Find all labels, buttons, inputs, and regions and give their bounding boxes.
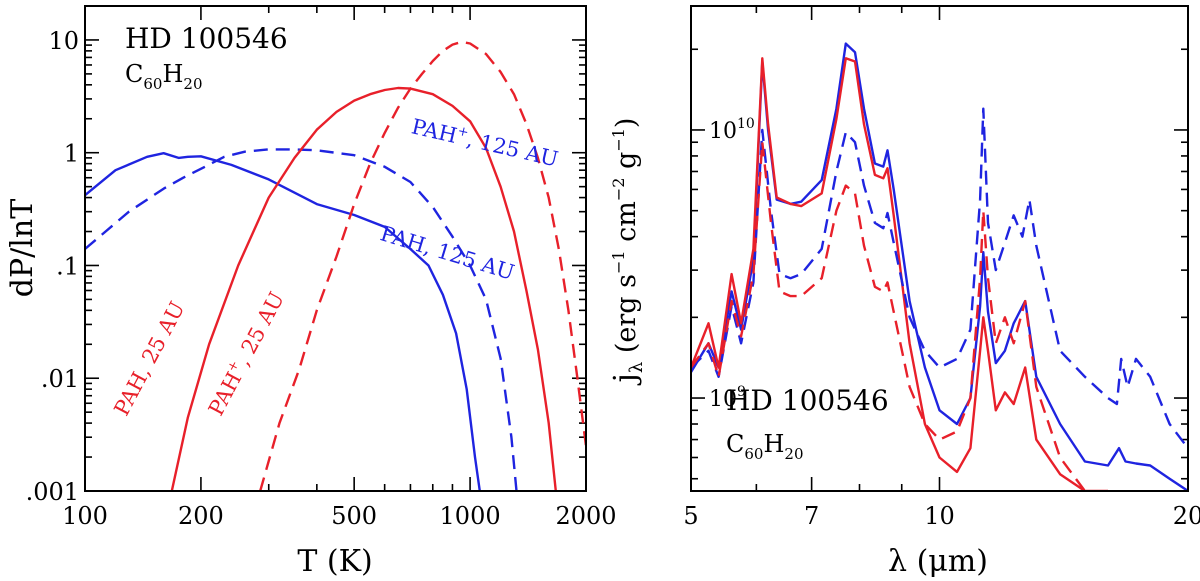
left-x-tick-label: 2000 <box>555 502 616 530</box>
right-x-tick-label: 5 <box>683 502 698 530</box>
left-y-tick-label: 1 <box>64 140 79 168</box>
left-x-tick-label: 1000 <box>440 502 501 530</box>
right-x-tick-label: 7 <box>804 502 819 530</box>
right-series-red_dashed <box>691 141 1086 491</box>
left-y-tick-label: .01 <box>41 365 79 393</box>
left-curves <box>85 40 586 491</box>
left-subtitle: C60H20 <box>125 60 203 93</box>
right-subtitle: C60H20 <box>726 430 804 463</box>
left-series-pahp125 <box>85 148 518 491</box>
left-x-axis-label: T (K) <box>297 544 372 579</box>
right-plot-frame <box>690 5 1189 492</box>
right-series-blue_solid <box>691 42 1188 491</box>
left-label-pahp125: PAH+, 125 AU <box>409 113 560 171</box>
left-y-tick-label: .1 <box>56 252 79 280</box>
left-series-pah25 <box>170 86 557 491</box>
left-x-tick-label: 100 <box>62 502 108 530</box>
right-y-tick-label: 1010 <box>709 116 755 144</box>
right-panel: 5 7 10 20 1010 109 HD 100546 C60H20 λ (μm) jλ… <box>608 5 1200 579</box>
left-label-pah25: PAH, 25 AU <box>110 298 190 420</box>
right-y-tick-label: 109 <box>709 384 746 412</box>
left-y-axis-label: dP/lnT <box>5 199 40 297</box>
left-axis-ticks: 100 200 500 1000 2000 10 1 .1 .01 .001 <box>26 5 617 530</box>
left-y-tick-label: .001 <box>26 478 79 506</box>
left-label-pahp25: PAH+, 25 AU <box>203 288 289 420</box>
right-y-axis-label: jλ (erg s−1 cm−2 g−1) <box>608 118 647 386</box>
right-x-axis-label: λ (μm) <box>888 544 988 579</box>
left-series-pahp25 <box>259 40 586 491</box>
right-x-tick-label: 10 <box>924 502 955 530</box>
right-title: HD 100546 <box>726 384 889 417</box>
right-x-tick-label: 20 <box>1173 502 1200 530</box>
left-x-tick-label: 500 <box>331 502 377 530</box>
left-x-tick-label: 200 <box>178 502 224 530</box>
right-series-red_solid <box>691 57 1108 491</box>
right-curves <box>691 42 1188 491</box>
left-plot-frame <box>84 5 587 492</box>
left-title: HD 100546 <box>125 22 288 55</box>
left-y-tick-label: 10 <box>48 27 79 55</box>
left-series-pah125 <box>85 152 481 491</box>
right-series-blue_dashed <box>691 107 1188 449</box>
